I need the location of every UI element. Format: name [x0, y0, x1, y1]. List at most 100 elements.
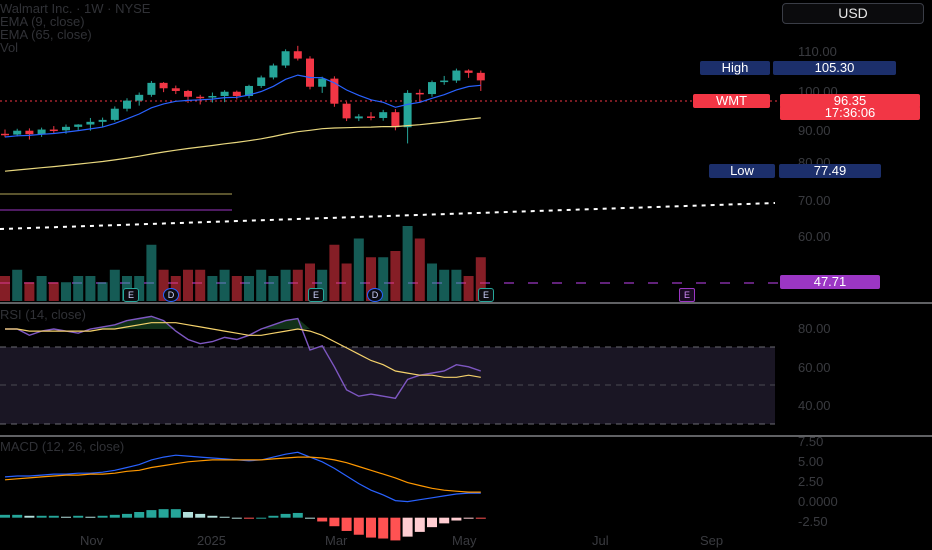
candle[interactable]	[232, 90, 241, 100]
macd-histogram-bar	[305, 517, 315, 519]
candle-body	[257, 77, 266, 86]
macd-histogram-bar	[244, 517, 254, 519]
candle[interactable]	[342, 101, 351, 122]
ticker-tag[interactable]: WMT	[693, 94, 770, 108]
candle-body	[354, 116, 363, 119]
candle[interactable]	[1, 129, 9, 138]
candle[interactable]	[440, 75, 449, 85]
macd-histogram-bar	[73, 515, 84, 518]
earnings-marker[interactable]: E	[478, 288, 494, 302]
candle[interactable]	[135, 92, 144, 106]
ema65-legend[interactable]: EMA (65, close)	[0, 27, 92, 42]
macd-histogram-bar	[329, 517, 340, 527]
earnings-marker[interactable]: E	[123, 288, 139, 302]
candle-body	[62, 126, 70, 131]
candle[interactable]	[74, 124, 83, 130]
candles[interactable]	[1, 45, 485, 144]
candle[interactable]	[123, 98, 131, 112]
candle[interactable]	[318, 76, 327, 93]
candle[interactable]	[281, 49, 290, 68]
volume-bar	[158, 269, 169, 301]
rsi-tick: 80.00	[798, 321, 831, 336]
signal-line	[4, 456, 481, 493]
bar-countdown: 17:36:06	[780, 106, 920, 120]
candle[interactable]	[159, 82, 168, 93]
candle[interactable]	[403, 90, 412, 144]
candle[interactable]	[269, 63, 278, 80]
volume-bar	[183, 269, 193, 301]
candle[interactable]	[306, 56, 314, 90]
price-tick: 70.00	[798, 193, 831, 208]
candle[interactable]	[245, 84, 253, 99]
volume-legend[interactable]: Vol	[0, 40, 19, 55]
macd-histogram-bar	[24, 515, 35, 518]
macd-histogram-bar	[195, 513, 206, 518]
earnings-marker[interactable]: E	[308, 288, 324, 302]
chart-legend[interactable]: Walmart Inc. · 1W · NYSE EMA (9, close) …	[0, 2, 150, 54]
rsi-legend[interactable]: RSI (14, close)	[0, 308, 86, 321]
candle[interactable]	[428, 80, 436, 97]
last-price-tag[interactable]: 96.35	[780, 94, 920, 108]
candle-body	[281, 51, 290, 66]
macd-histogram-bar	[170, 509, 181, 518]
candle-body	[452, 70, 461, 81]
candle[interactable]	[354, 114, 363, 122]
candle[interactable]	[367, 112, 375, 121]
volume-bar	[195, 269, 206, 301]
candle[interactable]	[476, 70, 485, 91]
ema9-legend[interactable]: EMA (9, close)	[0, 14, 85, 29]
candle[interactable]	[330, 76, 339, 107]
time-tick: 2025	[197, 533, 226, 548]
candle[interactable]	[25, 128, 34, 140]
time-tick: Sep	[700, 533, 724, 548]
macd-histogram-bar	[292, 512, 303, 518]
macd-tick: 5.00	[798, 454, 824, 469]
candle[interactable]	[464, 69, 473, 78]
candle[interactable]	[49, 126, 58, 134]
volume-bar	[475, 257, 486, 301]
dividend-marker[interactable]: D	[163, 288, 179, 302]
volume-bar	[109, 269, 120, 301]
candle-body	[403, 92, 412, 128]
rsi-title[interactable]: RSI (14, close)	[0, 307, 86, 322]
volume-bar	[12, 269, 23, 301]
candle-body	[98, 119, 107, 122]
volume-bar	[402, 226, 413, 301]
volume-bar	[219, 269, 230, 301]
candle[interactable]	[257, 75, 266, 88]
candle[interactable]	[293, 45, 302, 61]
macd-title[interactable]: MACD (12, 26, close)	[0, 439, 125, 454]
candle[interactable]	[208, 92, 217, 103]
volume-bar	[341, 263, 352, 301]
macd-histogram-bar	[390, 517, 401, 541]
candle[interactable]	[379, 109, 388, 121]
macd-histogram-bar	[451, 517, 462, 521]
macd-histogram-bar	[280, 513, 291, 518]
candle[interactable]	[110, 106, 119, 122]
candle[interactable]	[452, 68, 461, 83]
macd-histogram-bar	[268, 515, 279, 518]
candle[interactable]	[171, 85, 180, 95]
candle-body	[318, 78, 327, 87]
candle[interactable]	[37, 127, 46, 137]
macd-legend[interactable]: MACD (12, 26, close)	[0, 440, 124, 453]
candle[interactable]	[415, 89, 424, 103]
volume-bar	[366, 257, 376, 301]
upcoming-earnings-marker[interactable]: E	[679, 288, 695, 302]
price-tick: 90.00	[798, 123, 831, 138]
candle[interactable]	[147, 80, 156, 97]
symbol-title[interactable]: Walmart Inc. · 1W · NYSE	[0, 1, 151, 16]
dividend-marker[interactable]: D	[367, 288, 383, 302]
volume-bar	[85, 276, 96, 301]
candle[interactable]	[220, 90, 229, 103]
volume-bar	[256, 269, 267, 301]
currency-button[interactable]: USD	[782, 3, 924, 24]
candle[interactable]	[98, 117, 107, 128]
candle-body	[13, 130, 22, 135]
macd-histogram-bar	[317, 517, 328, 522]
candle-body	[306, 58, 314, 87]
volume-bar	[292, 269, 303, 301]
candle-body	[293, 51, 302, 59]
candle-body	[159, 82, 168, 89]
